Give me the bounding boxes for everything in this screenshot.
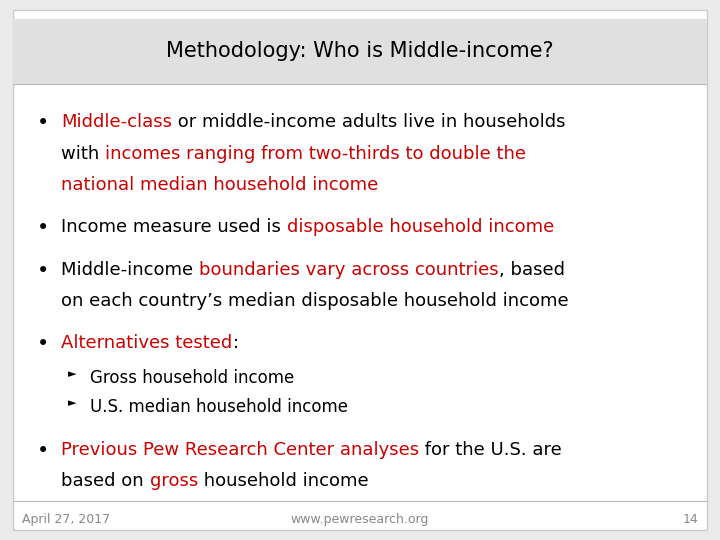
Text: Methodology: Who is Middle-income?: Methodology: Who is Middle-income? (166, 41, 554, 62)
Text: national median household income: national median household income (61, 176, 379, 194)
Text: ►: ► (68, 369, 76, 379)
Text: household income: household income (198, 472, 369, 490)
Text: incomes ranging from two-thirds to double the: incomes ranging from two-thirds to doubl… (105, 145, 526, 163)
Text: 14: 14 (683, 513, 698, 526)
Text: •: • (37, 441, 50, 461)
Text: Income measure used is: Income measure used is (61, 218, 287, 237)
Text: Middle-income: Middle-income (61, 261, 199, 279)
Text: :: : (233, 334, 238, 352)
Text: disposable household income: disposable household income (287, 218, 554, 237)
Text: with: with (61, 145, 105, 163)
Text: Middle-class: Middle-class (61, 113, 172, 131)
Text: April 27, 2017: April 27, 2017 (22, 513, 109, 526)
Text: •: • (37, 218, 50, 238)
Text: for the U.S. are: for the U.S. are (419, 441, 562, 458)
Text: •: • (37, 261, 50, 281)
Text: www.pewresearch.org: www.pewresearch.org (291, 513, 429, 526)
Text: , based: , based (499, 261, 564, 279)
Text: ►: ► (68, 399, 76, 408)
Bar (13, 19, 707, 84)
Text: •: • (37, 113, 50, 133)
Text: U.S. median household income: U.S. median household income (90, 399, 348, 416)
Text: gross: gross (150, 472, 198, 490)
Text: •: • (37, 334, 50, 354)
Text: Gross household income: Gross household income (90, 369, 294, 387)
Text: Previous Pew Research Center analyses: Previous Pew Research Center analyses (61, 441, 419, 458)
Text: on each country’s median disposable household income: on each country’s median disposable hous… (61, 292, 569, 310)
Text: or middle-income adults live in households: or middle-income adults live in househol… (172, 113, 566, 131)
Text: boundaries vary across countries: boundaries vary across countries (199, 261, 499, 279)
Text: based on: based on (61, 472, 150, 490)
Text: Alternatives tested: Alternatives tested (61, 334, 233, 352)
